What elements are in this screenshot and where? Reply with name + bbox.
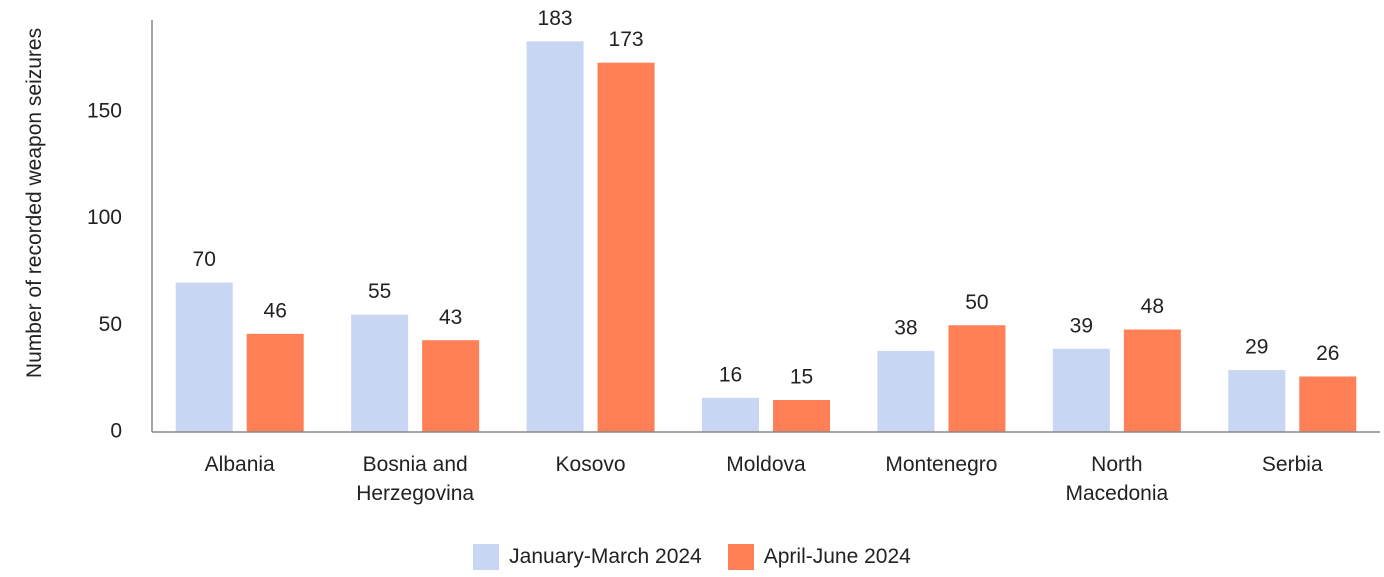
y-tick-label: 50 [99, 313, 122, 336]
legend-swatch [473, 544, 500, 570]
value-label: 173 [609, 28, 644, 51]
bar [175, 282, 233, 432]
value-label: 38 [894, 316, 917, 339]
x-tick-label: Montenegro [885, 453, 998, 476]
x-tick-label: Moldova [726, 453, 806, 476]
value-label: 39 [1070, 314, 1093, 337]
bar [1299, 376, 1357, 432]
legend-swatch [727, 544, 754, 570]
y-tick-label: 0 [110, 420, 122, 443]
value-label: 183 [538, 7, 573, 30]
bar [597, 62, 655, 432]
value-label: 55 [368, 280, 391, 303]
value-label: 29 [1245, 336, 1268, 359]
x-tick-label: Serbia [1261, 453, 1323, 476]
legend: January-March 2024 April-June 2024 [0, 544, 1384, 570]
x-tick-label: North Macedonia [1065, 453, 1169, 505]
bar [1052, 348, 1110, 432]
y-axis-label: Number of recorded weapon seizures [23, 27, 46, 379]
legend-label: April-June 2024 [763, 545, 911, 568]
value-label: 70 [193, 248, 216, 271]
value-label: 43 [439, 306, 462, 329]
y-tick-label: 150 [87, 99, 122, 122]
bar [422, 340, 480, 432]
bar [1123, 329, 1181, 432]
legend-item: April-June 2024 [727, 544, 911, 570]
bar [877, 350, 935, 432]
x-tick-label: Albania [204, 453, 275, 476]
y-tick-label: 100 [87, 206, 122, 229]
value-label: 26 [1316, 342, 1339, 365]
legend-label: January-March 2024 [509, 545, 702, 568]
value-label: 50 [965, 291, 988, 314]
value-label: 46 [264, 299, 287, 322]
value-label: 48 [1141, 295, 1164, 318]
bar [702, 397, 759, 432]
bar [1228, 370, 1286, 432]
bar [246, 333, 304, 432]
bar [351, 314, 409, 432]
value-label: 16 [719, 363, 742, 386]
bar [526, 41, 584, 433]
x-tick-label: Kosovo [555, 453, 626, 476]
bar [773, 399, 830, 432]
legend-item: January-March 2024 [473, 544, 702, 570]
bar [948, 325, 1006, 432]
x-tick-label: Bosnia and Herzegovina [356, 453, 475, 505]
value-label: 15 [790, 366, 813, 389]
